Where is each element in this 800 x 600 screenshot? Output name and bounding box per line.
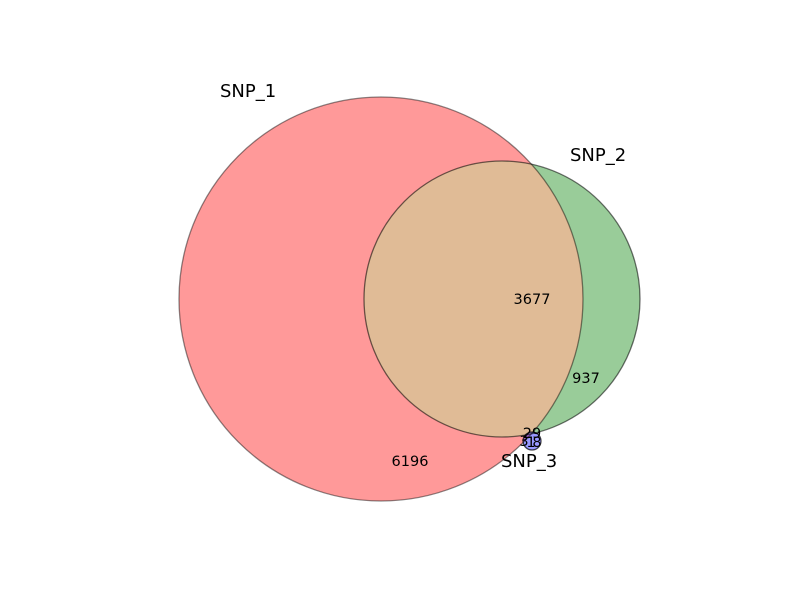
set-label-snp2: SNP_2 <box>570 145 626 166</box>
region-label-snp1-snp3: 3 <box>519 434 528 450</box>
region-label-all: 29 <box>523 426 541 442</box>
set-circle-snp3 <box>523 432 541 450</box>
region-label-snp2-only: 937 <box>572 371 600 387</box>
region-label-snp3-only: 8 <box>532 435 541 451</box>
set-outline-snp1 <box>178 96 584 502</box>
region-label-snp1-snp2: 3677 <box>514 292 551 308</box>
set-label-snp3: SNP_3 <box>501 451 557 472</box>
set-label-snp1: SNP_1 <box>220 81 276 102</box>
set-outline-snp3 <box>522 431 542 451</box>
set-outline-snp2 <box>363 160 641 438</box>
region-label-snp1-only: 6196 <box>392 454 429 470</box>
region-label-snp2-snp3: 1 <box>526 435 535 451</box>
